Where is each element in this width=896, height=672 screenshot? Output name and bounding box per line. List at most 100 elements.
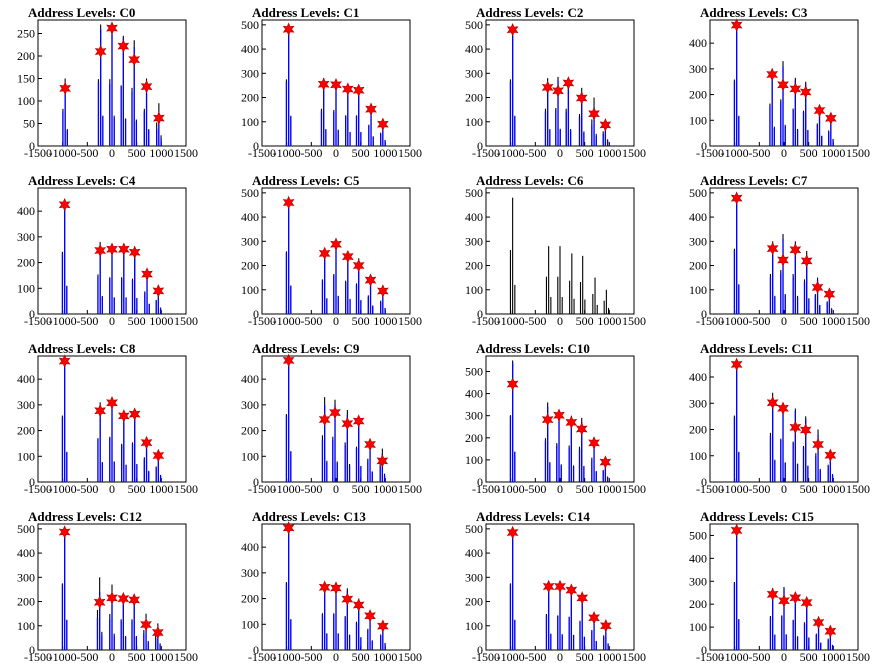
x-tick-label: 500 <box>576 482 594 496</box>
peak-marker <box>117 409 130 423</box>
peak-marker <box>553 408 565 422</box>
x-tick-label: 500 <box>800 650 818 664</box>
y-tick-label: 100 <box>17 619 35 633</box>
x-tick-label: -1500 <box>248 146 276 160</box>
peak-marker <box>140 435 153 450</box>
peak-marker <box>106 591 118 605</box>
plot-frame <box>485 19 635 147</box>
x-tick-label: 500 <box>576 146 594 160</box>
y-tick-label: 100 <box>241 283 259 297</box>
y-tick-label: 100 <box>465 619 483 633</box>
x-tick-label: 1500 <box>622 482 646 496</box>
y-tick-label: 100 <box>465 115 483 129</box>
y-tick-label: 300 <box>17 398 35 412</box>
peak-marker <box>365 102 377 116</box>
x-tick-label: 1000 <box>597 314 621 328</box>
x-tick-label: -1000 <box>273 146 301 160</box>
x-tick-label: -500 <box>76 314 98 328</box>
x-tick-label: 0 <box>557 650 563 664</box>
y-tick-label: 250 <box>17 27 35 41</box>
peak-marker <box>813 103 826 118</box>
x-tick-label: -1000 <box>497 482 525 496</box>
panel-title: Address Levels: C15 <box>700 509 814 524</box>
y-tick-label: 200 <box>465 91 483 105</box>
y-tick-label: 400 <box>17 204 35 218</box>
y-tick-label: 300 <box>689 574 707 588</box>
peak-marker <box>789 420 802 435</box>
x-tick-label: 1000 <box>373 314 397 328</box>
x-tick-label: -1500 <box>696 146 724 160</box>
y-tick-label: 500 <box>465 18 483 32</box>
x-tick-label: 1500 <box>398 650 422 664</box>
x-tick-label: -500 <box>524 650 546 664</box>
peak-marker <box>825 111 837 125</box>
panel-title: Address Levels: C8 <box>28 341 136 356</box>
y-tick-label: 200 <box>689 423 707 437</box>
y-tick-label: 400 <box>241 42 259 56</box>
y-tick-label: 0 <box>477 643 483 657</box>
panel-12: Address Levels: C12 0 100 200 300 400 500 -1500… <box>17 509 198 664</box>
panel-8: Address Levels: C8 0 100 200 300 400 -1500-100… <box>17 341 198 496</box>
peak-marker <box>575 422 588 436</box>
peak-marker <box>506 377 519 391</box>
x-tick-label: 500 <box>800 314 818 328</box>
peak-marker <box>541 412 554 427</box>
x-tick-label: -500 <box>748 314 770 328</box>
y-tick-label: 400 <box>17 372 35 386</box>
peak-marker <box>730 18 743 32</box>
peak-marker <box>799 423 812 437</box>
x-tick-label: 1500 <box>174 314 198 328</box>
y-tick-label: 0 <box>29 307 35 321</box>
panel-title: Address Levels: C11 <box>700 341 813 356</box>
peak-marker <box>777 253 789 267</box>
plot-frame <box>261 355 411 483</box>
y-tick-label: 200 <box>465 595 483 609</box>
y-tick-label: 400 <box>241 210 259 224</box>
peak-marker <box>576 591 589 605</box>
y-tick-label: 200 <box>689 597 707 611</box>
panel-title: Address Levels: C9 <box>252 341 360 356</box>
y-tick-label: 0 <box>701 643 707 657</box>
panel-title: Address Levels: C6 <box>476 173 584 188</box>
x-tick-label: -1500 <box>696 482 724 496</box>
peak-marker <box>600 619 612 633</box>
y-tick-label: 400 <box>465 42 483 56</box>
peak-marker <box>59 81 71 96</box>
y-tick-label: 500 <box>689 528 707 542</box>
x-tick-label: 1500 <box>846 146 870 160</box>
peak-marker <box>352 414 365 428</box>
y-tick-label: 300 <box>465 570 483 584</box>
peak-marker <box>778 594 790 608</box>
peak-marker <box>128 245 141 260</box>
x-tick-label: 1000 <box>149 482 173 496</box>
x-tick-label: 1000 <box>821 650 845 664</box>
x-tick-label: 1500 <box>398 482 422 496</box>
panel-11: Address Levels: C11 0 100 200 300 400 -1500-10… <box>689 341 870 496</box>
peak-marker <box>341 592 354 606</box>
y-tick-label: 100 <box>17 449 35 463</box>
peak-marker <box>330 237 342 251</box>
peak-marker <box>140 617 152 632</box>
x-tick-label: 500 <box>352 482 370 496</box>
y-tick-label: 100 <box>465 283 483 297</box>
x-tick-label: -1500 <box>472 314 500 328</box>
y-tick-label: 0 <box>253 307 259 321</box>
peak-marker <box>140 79 153 94</box>
y-tick-label: 100 <box>689 113 707 127</box>
x-tick-label: 1000 <box>149 314 173 328</box>
panel-1: Address Levels: C10100200300400500-1500-… <box>241 5 422 160</box>
peak-marker <box>766 241 779 256</box>
x-tick-label: -500 <box>748 146 770 160</box>
y-tick-label: 300 <box>689 396 707 410</box>
y-tick-label: 500 <box>689 186 707 200</box>
peak-marker <box>106 242 118 256</box>
y-tick-label: 300 <box>465 234 483 248</box>
peak-marker <box>282 195 295 210</box>
x-tick-label: 0 <box>333 650 339 664</box>
y-tick-label: 200 <box>241 592 259 606</box>
x-tick-label: -1000 <box>497 146 525 160</box>
x-tick-label: -500 <box>748 650 770 664</box>
panel-5: Address Levels: C50100200300400500-1500-… <box>241 173 422 328</box>
x-tick-label: -500 <box>524 482 546 496</box>
